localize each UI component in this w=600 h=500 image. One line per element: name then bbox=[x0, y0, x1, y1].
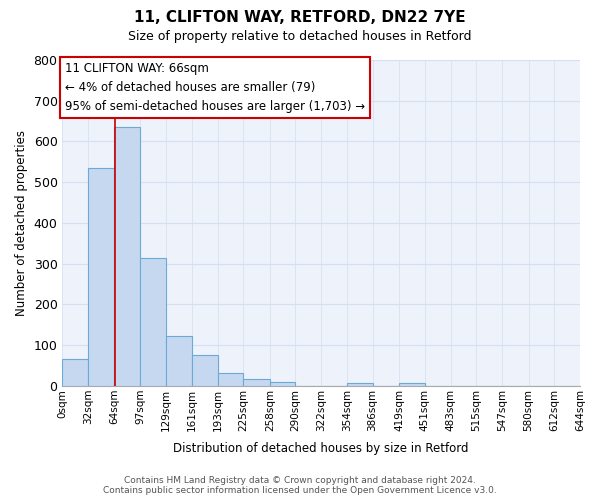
Bar bbox=[218, 373, 243, 386]
Bar bbox=[62, 360, 88, 386]
Bar bbox=[399, 382, 425, 386]
Bar bbox=[166, 336, 192, 386]
Bar bbox=[88, 168, 114, 386]
Bar bbox=[140, 258, 166, 386]
Bar bbox=[270, 382, 295, 386]
Bar bbox=[347, 382, 373, 386]
X-axis label: Distribution of detached houses by size in Retford: Distribution of detached houses by size … bbox=[173, 442, 469, 455]
Text: 11 CLIFTON WAY: 66sqm
← 4% of detached houses are smaller (79)
95% of semi-detac: 11 CLIFTON WAY: 66sqm ← 4% of detached h… bbox=[65, 62, 365, 113]
Bar bbox=[243, 378, 270, 386]
Text: 11, CLIFTON WAY, RETFORD, DN22 7YE: 11, CLIFTON WAY, RETFORD, DN22 7YE bbox=[134, 10, 466, 25]
Text: Contains HM Land Registry data © Crown copyright and database right 2024.
Contai: Contains HM Land Registry data © Crown c… bbox=[103, 476, 497, 495]
Bar bbox=[192, 354, 218, 386]
Text: Size of property relative to detached houses in Retford: Size of property relative to detached ho… bbox=[128, 30, 472, 43]
Bar bbox=[114, 127, 140, 386]
Y-axis label: Number of detached properties: Number of detached properties bbox=[15, 130, 28, 316]
